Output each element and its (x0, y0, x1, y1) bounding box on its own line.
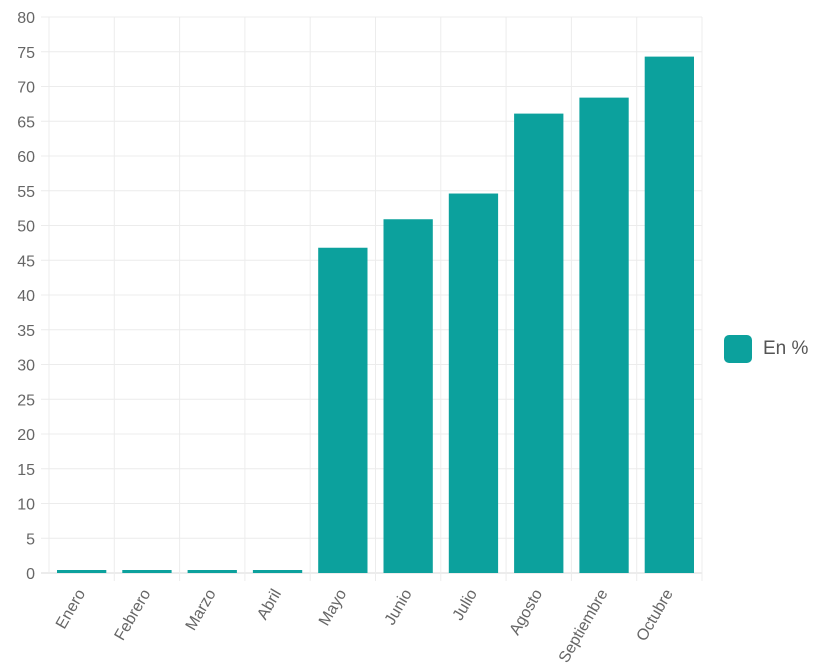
y-tick-label: 35 (17, 323, 35, 340)
y-tick-label: 45 (17, 253, 35, 270)
x-tick-label: Septiembre (556, 586, 612, 665)
x-tick-label: Octubre (634, 586, 677, 644)
x-tick-label: Mayo (316, 586, 350, 628)
bar-marzo[interactable] (187, 570, 237, 573)
x-tick-label: Junio (382, 586, 416, 628)
x-tick-label: Febrero (112, 586, 155, 643)
y-axis: 0 5 10 15 20 25 30 35 40 45 50 55 60 65 70 75 80 (17, 10, 35, 583)
y-tick-label: 55 (17, 184, 35, 201)
x-tick-label: Marzo (183, 586, 220, 633)
bar-septiembre[interactable] (579, 97, 629, 574)
y-tick-label: 20 (17, 427, 35, 444)
x-tick-label: Abril (254, 587, 285, 623)
bar-agosto[interactable] (514, 113, 564, 573)
bars (56, 56, 695, 574)
y-tick-label: 80 (17, 10, 35, 27)
x-axis: Enero Febrero Marzo Abril Mayo Junio Julio Agos… (53, 586, 677, 665)
legend[interactable]: En % (724, 335, 809, 363)
x-tick-label: Agosto (507, 586, 547, 638)
y-tick-label: 30 (17, 358, 35, 375)
bar-julio[interactable] (448, 193, 499, 573)
y-tick-label: 65 (17, 114, 35, 131)
y-tick-label: 60 (17, 149, 35, 166)
legend-label[interactable]: En % (763, 338, 809, 359)
x-tick-label: Enero (53, 586, 89, 632)
bar-junio[interactable] (383, 219, 433, 573)
x-tick-label: Julio (450, 586, 481, 623)
y-tick-label: 40 (17, 288, 35, 305)
y-tick-label: 0 (26, 566, 35, 583)
y-tick-label: 5 (26, 531, 35, 548)
bar-enero[interactable] (56, 570, 107, 573)
y-tick-label: 75 (17, 45, 35, 62)
y-tick-label: 50 (17, 219, 35, 236)
y-tick-label: 15 (17, 462, 35, 479)
bar-octubre[interactable] (644, 56, 695, 574)
y-tick-label: 70 (17, 80, 35, 97)
bar-febrero[interactable] (122, 570, 172, 573)
y-tick-label: 10 (17, 497, 35, 514)
legend-swatch[interactable] (724, 335, 752, 363)
bar-mayo[interactable] (318, 247, 368, 574)
y-tick-label: 25 (17, 392, 35, 409)
bar-abril[interactable] (252, 570, 303, 573)
